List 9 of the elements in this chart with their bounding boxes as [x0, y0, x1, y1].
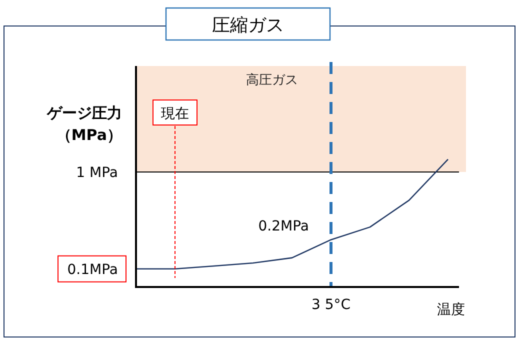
band-label: 高圧ガス	[246, 72, 298, 88]
chart-title: 圧縮ガス	[212, 15, 284, 36]
y-axis-title: ゲージ圧力（MPa）	[46, 104, 122, 144]
annotation: 現在	[161, 106, 189, 122]
y-tick-label: 0.1MPa	[67, 262, 118, 278]
x-axis-title: 温度	[437, 302, 465, 318]
annotation: 0.2MPa	[258, 218, 309, 235]
x-tick-label: 3 5°C	[311, 297, 351, 313]
y-tick-label: 1 MPa	[76, 164, 118, 181]
